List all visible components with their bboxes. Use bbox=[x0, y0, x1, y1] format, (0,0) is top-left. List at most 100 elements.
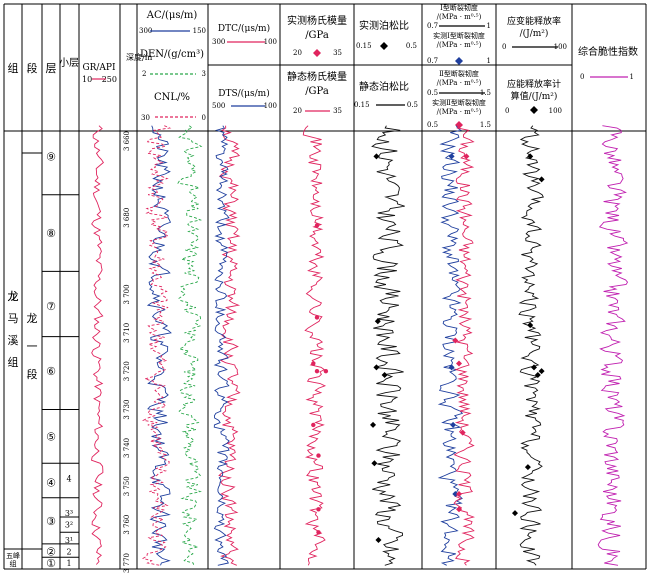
depth-tick-label: 3 710 bbox=[123, 323, 131, 343]
depth-tick-label: 3 680 bbox=[123, 208, 131, 228]
section-label-char: 段 bbox=[27, 367, 38, 381]
k1-header-max: 1 bbox=[487, 22, 491, 30]
bi-header-max: 1 bbox=[630, 73, 634, 81]
k2m-header-min: 0.5 bbox=[427, 121, 438, 129]
e-measured-point bbox=[323, 368, 329, 374]
layer-label-6: ⑥ bbox=[46, 365, 56, 378]
gm-header-max: 100 bbox=[549, 107, 562, 115]
k1-measured-point bbox=[452, 490, 459, 497]
k2-measured-point bbox=[463, 153, 470, 160]
nu-measured-point bbox=[375, 536, 382, 543]
col-layer-header: 层 bbox=[46, 62, 57, 75]
k2-header-min: 0.5 bbox=[427, 89, 438, 97]
depth-tick-label: 3 730 bbox=[123, 400, 131, 420]
e-meas-header-label2: /GPa bbox=[305, 30, 329, 41]
k2-header-label2: /(MPa · m⁰·⁵) bbox=[437, 79, 482, 87]
e-meas-header-min: 20 bbox=[293, 49, 302, 57]
gm-header-min: 0 bbox=[505, 107, 509, 115]
col-sublayer-header: 小层 bbox=[59, 57, 79, 69]
nu-curve bbox=[371, 125, 405, 566]
sublayer-label: 2 bbox=[66, 547, 71, 556]
g-header-max: 100 bbox=[554, 43, 567, 51]
col-section-header: 段 bbox=[27, 61, 38, 75]
bi-header-min: 0 bbox=[580, 73, 584, 81]
e-measured-point bbox=[316, 507, 321, 512]
cnl-curve bbox=[141, 125, 172, 566]
group-label-char: 溪 bbox=[8, 334, 19, 347]
depth-tick-label: 3 660 bbox=[123, 131, 131, 151]
layer-label-3: ③ bbox=[46, 515, 56, 528]
den-header-min: 2 bbox=[142, 70, 146, 78]
gr-header-min: 10 bbox=[82, 75, 92, 84]
cnl-header-max: 0 bbox=[202, 114, 206, 122]
g-measured-point bbox=[538, 368, 545, 375]
g-measured-point bbox=[531, 364, 537, 371]
section-label-char: 一 bbox=[27, 340, 38, 353]
k2-header-label1: Ⅱ型断裂韧度 bbox=[439, 69, 479, 78]
ac-header-max: 150 bbox=[193, 27, 206, 35]
nu-static-header-label: 静态泊松比 bbox=[359, 80, 409, 93]
wufeng-label-line1: 五峰 bbox=[6, 551, 20, 560]
e-static-header-label1: 静态杨氏模量 bbox=[287, 70, 347, 83]
nu-measured-point bbox=[373, 153, 380, 160]
den-header-max: 3 bbox=[202, 70, 206, 78]
k1m-header-label2: /(MPa · m⁰·⁵) bbox=[437, 41, 482, 49]
g-measured-point bbox=[534, 372, 541, 379]
k2-curve bbox=[453, 125, 476, 566]
k1-measured-point bbox=[448, 153, 455, 160]
nu-static-header-max: 0.5 bbox=[407, 101, 418, 109]
k2-measured-point bbox=[456, 360, 462, 367]
bi-header-label: 综合脆性指数 bbox=[578, 45, 638, 58]
gr-header-label: GR/API bbox=[82, 63, 116, 73]
k1-curve bbox=[437, 125, 464, 566]
depth-tick-label: 3 720 bbox=[123, 361, 131, 381]
e-measured-point bbox=[314, 315, 320, 320]
k2m-header-label1: 实测Ⅱ型断裂韧度 bbox=[432, 98, 486, 107]
sublayer-label: 3² bbox=[65, 521, 73, 530]
g-measured-point bbox=[538, 176, 545, 183]
ac-header-label: AC/(μs/m) bbox=[146, 10, 198, 21]
nu-measured-point bbox=[371, 460, 378, 467]
depth-tick-label: 3 700 bbox=[123, 284, 131, 304]
nu-static-header-min: 0.15 bbox=[354, 101, 370, 109]
dts-header-label: DTS/(μs/m) bbox=[218, 88, 269, 99]
e-measured-point bbox=[316, 453, 321, 458]
k1-measured-point bbox=[450, 421, 457, 428]
depth-header: 深度/m bbox=[126, 52, 153, 62]
cnl-header-label: CNL/% bbox=[154, 92, 190, 103]
nu-meas-header-label: 实测泊松比 bbox=[359, 19, 409, 32]
sublayer-label: 1 bbox=[66, 559, 71, 568]
k1-header-label1: Ⅰ型断裂韧度 bbox=[440, 3, 478, 12]
nu-measured-point bbox=[373, 364, 380, 371]
ac-header-min: 300 bbox=[139, 27, 152, 35]
cnl-header-min: 30 bbox=[141, 114, 150, 122]
sublayer-label: 3³ bbox=[65, 509, 73, 518]
g-header-label1: 应变能释放率 bbox=[507, 15, 561, 27]
k2-measured-point bbox=[459, 429, 466, 436]
group-label-char: 组 bbox=[8, 355, 19, 369]
layer-label-7: ⑦ bbox=[46, 300, 56, 313]
g-measured-point bbox=[527, 153, 534, 160]
dts-curve bbox=[213, 125, 230, 566]
depth-tick-label: 3 740 bbox=[123, 438, 131, 458]
e-measured-point bbox=[311, 361, 316, 366]
gm-header-label2: 算值/(J/m²) bbox=[511, 90, 558, 102]
group-label-char: 龙 bbox=[8, 290, 19, 303]
e-curve bbox=[302, 125, 327, 566]
k1m-header-min: 0.7 bbox=[427, 57, 438, 65]
g-curve bbox=[518, 125, 544, 566]
dts-header-min: 500 bbox=[212, 102, 225, 110]
nu-meas-header-max: 0.5 bbox=[406, 42, 417, 50]
bi-curve bbox=[597, 125, 629, 566]
e-static-header-min: 20 bbox=[293, 107, 302, 115]
layer-label-9: ⑨ bbox=[46, 150, 56, 163]
dtc-header-min: 300 bbox=[212, 38, 225, 46]
layer-label-5: ⑤ bbox=[46, 430, 56, 443]
dtc-header-label: DTC/(μs/m) bbox=[218, 23, 270, 34]
layer-label-2: ② bbox=[46, 545, 56, 558]
k2-measured-point bbox=[452, 337, 459, 344]
depth-tick-label: 3 760 bbox=[123, 515, 131, 535]
k1-measured-point bbox=[448, 364, 455, 371]
group-label-char: 马 bbox=[8, 312, 19, 325]
